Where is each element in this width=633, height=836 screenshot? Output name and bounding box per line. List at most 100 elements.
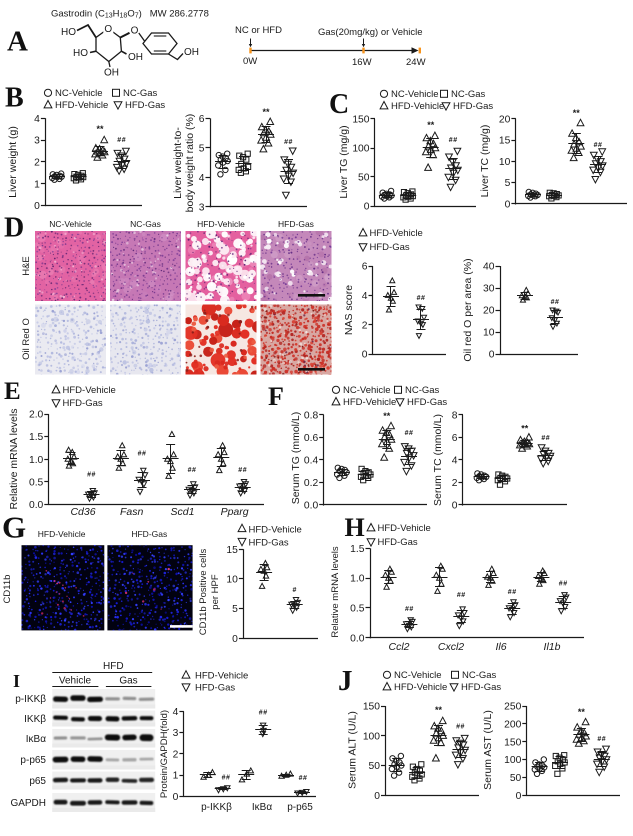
svg-text:NC-Gas: NC-Gas xyxy=(123,88,158,99)
svg-text:Il1b: Il1b xyxy=(544,641,561,653)
svg-text:Serum AST (U/L): Serum AST (U/L) xyxy=(482,710,494,790)
svg-text:NC-Gas: NC-Gas xyxy=(130,219,161,229)
svg-text:p-p65: p-p65 xyxy=(20,755,46,766)
svg-text:A: A xyxy=(7,26,28,58)
svg-text:**: ** xyxy=(427,120,435,130)
svg-text:10: 10 xyxy=(483,328,495,339)
svg-text:p65: p65 xyxy=(29,776,46,787)
svg-text:2.0: 2.0 xyxy=(29,410,44,421)
svg-text:Oil Red O: Oil Red O xyxy=(21,318,32,360)
svg-text:0.8: 0.8 xyxy=(304,410,319,421)
svg-text:4: 4 xyxy=(362,291,368,302)
svg-text:##: ## xyxy=(238,467,247,474)
svg-text:20: 20 xyxy=(483,306,495,317)
svg-text:30: 30 xyxy=(483,284,495,295)
svg-text:H: H xyxy=(345,513,365,542)
svg-text:HFD-Gas: HFD-Gas xyxy=(461,682,501,693)
svg-text:0.5: 0.5 xyxy=(350,604,365,615)
svg-text:40: 40 xyxy=(483,262,495,273)
svg-text:0: 0 xyxy=(232,634,238,645)
svg-text:3: 3 xyxy=(199,202,205,213)
svg-text:150: 150 xyxy=(504,737,521,748)
svg-text:##: ## xyxy=(222,775,231,782)
svg-text:16W: 16W xyxy=(352,57,372,68)
svg-text:200: 200 xyxy=(504,719,521,730)
svg-text:Vehicle: Vehicle xyxy=(59,676,92,687)
svg-text:1.0: 1.0 xyxy=(29,455,44,466)
svg-text:8: 8 xyxy=(452,410,458,421)
svg-text:NC-Vehicle: NC-Vehicle xyxy=(55,88,103,99)
svg-text:Gas: Gas xyxy=(119,676,137,687)
svg-text:0.2: 0.2 xyxy=(304,478,319,489)
svg-text:D: D xyxy=(4,213,24,244)
svg-text:20: 20 xyxy=(499,114,511,125)
svg-text:HFD-Vehicle: HFD-Vehicle xyxy=(197,219,245,229)
svg-text:E: E xyxy=(4,378,21,405)
svg-text:2: 2 xyxy=(452,478,458,489)
svg-text:##: ## xyxy=(188,467,197,474)
svg-text:1.5: 1.5 xyxy=(350,544,365,555)
svg-text:Scd1: Scd1 xyxy=(171,506,195,518)
svg-text:1: 1 xyxy=(173,771,179,782)
svg-text:0: 0 xyxy=(452,501,458,512)
svg-text:HO: HO xyxy=(61,27,76,38)
svg-text:##: ## xyxy=(541,435,550,442)
svg-text:6: 6 xyxy=(199,114,205,125)
svg-text:**: ** xyxy=(383,411,391,421)
svg-text:Cxcl2: Cxcl2 xyxy=(438,641,464,653)
svg-text:Oil red O per area (%): Oil red O per area (%) xyxy=(462,258,474,361)
svg-text:HFD-Gas: HFD-Gas xyxy=(195,683,235,694)
svg-text:6: 6 xyxy=(362,262,368,273)
svg-text:IκBα: IκBα xyxy=(26,734,46,745)
svg-text:H&E: H&E xyxy=(21,256,32,276)
svg-text:Relative mRNA levels: Relative mRNA levels xyxy=(330,546,341,638)
svg-text:Serum TC (mmol/L): Serum TC (mmol/L) xyxy=(432,414,444,506)
svg-text:HFD-Vehicle: HFD-Vehicle xyxy=(55,100,108,111)
svg-text:CD11b Positive cells: CD11b Positive cells xyxy=(198,549,209,636)
svg-text:#: # xyxy=(292,587,296,594)
svg-text:Serum ALT (U/L): Serum ALT (U/L) xyxy=(347,711,359,789)
svg-text:HFD-Vehicle: HFD-Vehicle xyxy=(370,228,423,239)
svg-text:0W: 0W xyxy=(243,56,257,67)
svg-text:CD11b: CD11b xyxy=(2,575,13,604)
svg-text:##: ## xyxy=(559,580,568,587)
svg-text:1.0: 1.0 xyxy=(350,574,365,585)
svg-text:Pparg: Pparg xyxy=(221,506,249,518)
svg-text:OH: OH xyxy=(184,47,199,58)
svg-text:F: F xyxy=(268,382,284,411)
svg-text:##: ## xyxy=(551,299,560,306)
svg-text:##: ## xyxy=(299,775,308,782)
svg-text:HFD-Vehicle: HFD-Vehicle xyxy=(378,523,431,534)
svg-text:0: 0 xyxy=(505,200,511,211)
svg-text:HFD-Vehicle: HFD-Vehicle xyxy=(394,682,447,693)
svg-text:O: O xyxy=(131,26,139,37)
svg-text:##: ## xyxy=(417,295,426,302)
svg-text:0.6: 0.6 xyxy=(304,433,319,444)
svg-text:2: 2 xyxy=(362,320,368,331)
svg-text:1: 1 xyxy=(34,179,40,190)
svg-text:150: 150 xyxy=(352,115,369,126)
svg-text:5: 5 xyxy=(232,604,238,615)
svg-text:0: 0 xyxy=(374,791,380,802)
svg-text:HFD-Vehicle: HFD-Vehicle xyxy=(391,101,444,112)
svg-text:0: 0 xyxy=(516,791,522,802)
svg-text:HFD-Gas: HFD-Gas xyxy=(407,397,447,408)
svg-text:B: B xyxy=(5,83,24,114)
svg-text:**: ** xyxy=(435,705,443,715)
svg-text:1.5: 1.5 xyxy=(29,432,44,443)
svg-text:Gas(20mg/kg) or Vehicle: Gas(20mg/kg) or Vehicle xyxy=(318,27,423,38)
svg-text:##: ## xyxy=(508,589,517,596)
svg-text:3: 3 xyxy=(34,136,40,147)
svg-text:Il6: Il6 xyxy=(495,641,506,653)
svg-text:0.5: 0.5 xyxy=(29,477,44,488)
svg-text:Liver weight (g): Liver weight (g) xyxy=(7,126,19,198)
svg-text:3: 3 xyxy=(173,728,179,739)
svg-text:Ccl2: Ccl2 xyxy=(388,641,409,653)
svg-text:NC-Vehicle: NC-Vehicle xyxy=(394,670,442,681)
svg-text:250: 250 xyxy=(504,702,521,713)
svg-text:0.0: 0.0 xyxy=(350,633,365,644)
svg-text:HFD-Gas: HFD-Gas xyxy=(249,538,289,549)
svg-text:HFD-Vehicle: HFD-Vehicle xyxy=(195,671,248,682)
svg-text:50: 50 xyxy=(358,173,370,184)
svg-text:6: 6 xyxy=(452,433,458,444)
